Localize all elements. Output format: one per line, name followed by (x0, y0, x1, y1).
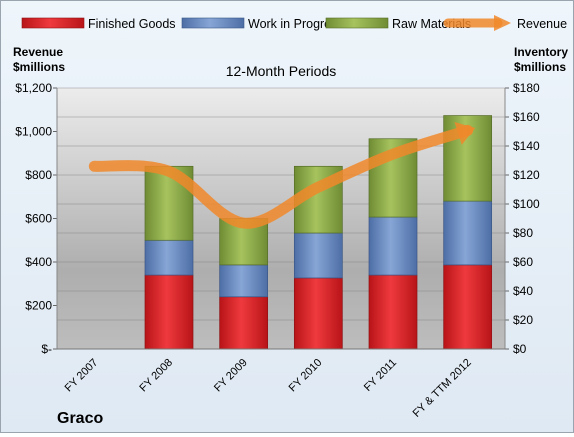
right-axis-tick-label: $100 (513, 197, 540, 211)
bar-finished-goods (144, 274, 194, 350)
legend-entry-work-in-progress: Work in Progress (181, 17, 344, 31)
bar-finished-goods (293, 277, 343, 350)
right-axis-title-line2: $millions (514, 60, 566, 74)
bar-work-in-progress (293, 232, 343, 279)
legend-label-revenue: Revenue (517, 17, 567, 31)
legend-label-work-in-progress: Work in Progress (248, 17, 344, 31)
bar-work-in-progress (219, 264, 269, 298)
right-axis-tick-label: $20 (513, 313, 533, 327)
right-axis-tick-label: $120 (513, 168, 540, 182)
right-axis-tick-label: $140 (513, 139, 540, 153)
right-axis-title-line1: Inventory (514, 45, 568, 59)
right-axis-tick-label: $80 (513, 226, 533, 240)
left-axis-tick-label: $800 (25, 168, 52, 182)
legend: Finished Goods Work in Progress Raw Mate… (21, 15, 567, 31)
bar-finished-goods (219, 296, 269, 350)
right-axis-tick-label: $40 (513, 284, 533, 298)
x-axis-tick-label: FY 2007 (63, 357, 101, 395)
left-axis-tick-label: $600 (25, 212, 52, 226)
right-axis-tick-label: $180 (513, 81, 540, 95)
left-axis-tick-label: $1,000 (15, 125, 52, 139)
bar-finished-goods (368, 274, 418, 350)
legend-entry-finished-goods: Finished Goods (21, 17, 176, 31)
plot-area (57, 88, 505, 349)
revenue-line (88, 124, 474, 229)
x-axis-tick-label: FY & TTM 2012 (411, 357, 474, 420)
bar-finished-goods (443, 264, 493, 350)
right-axis-tick-label: $0 (513, 342, 527, 356)
right-axis-tick-label: $60 (513, 255, 533, 269)
legend-swatch-raw-materials (325, 17, 389, 29)
legend-swatch-finished-goods (21, 17, 85, 29)
legend-swatch-work-in-progress (181, 17, 245, 29)
bar-work-in-progress (368, 216, 418, 276)
bar-work-in-progress (443, 200, 493, 266)
right-axis-tick-label: $160 (513, 110, 540, 124)
legend-arrow-revenue (494, 15, 511, 31)
company-name: Graco (57, 410, 103, 427)
chart-title: 12-Month Periods (226, 63, 337, 79)
x-axis-tick-label: FY 2009 (212, 357, 250, 395)
left-axis-tick-label: $200 (25, 299, 52, 313)
left-axis-tick-label: $400 (25, 255, 52, 269)
x-axis-tick-label: FY 2011 (362, 357, 399, 394)
legend-label-finished-goods: Finished Goods (88, 17, 176, 31)
left-axis-title-line1: Revenue (13, 45, 63, 59)
left-axis-title-line2: $millions (13, 60, 65, 74)
x-axis-tick-label: FY 2008 (137, 357, 175, 395)
left-axis-tick-label: $- (41, 342, 52, 356)
x-axis-tick-label: FY 2010 (287, 357, 325, 395)
legend-entry-revenue: Revenue (443, 15, 567, 31)
left-axis-tick-label: $1,200 (15, 81, 52, 95)
revenue-arrowhead (454, 122, 476, 145)
bar-work-in-progress (144, 239, 194, 276)
